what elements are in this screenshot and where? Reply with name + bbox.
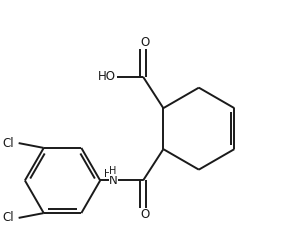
Text: HO: HO <box>98 70 116 83</box>
Text: Cl: Cl <box>2 137 14 150</box>
Text: H: H <box>104 169 112 179</box>
Text: H: H <box>110 166 117 176</box>
Text: N: N <box>109 174 118 187</box>
Text: O: O <box>140 208 150 221</box>
Text: O: O <box>140 36 150 49</box>
Text: Cl: Cl <box>2 211 14 224</box>
